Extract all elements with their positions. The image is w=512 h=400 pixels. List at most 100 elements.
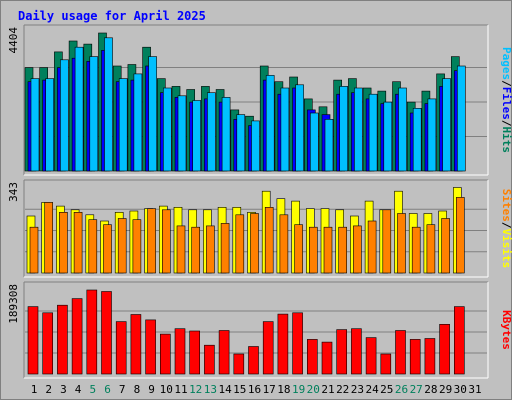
bar-kbytes-day-1 bbox=[27, 306, 39, 375]
bar-pages-day-18 bbox=[280, 87, 290, 172]
day-label-26: 26 bbox=[395, 383, 408, 396]
day-label-23: 23 bbox=[351, 383, 364, 396]
bar-sites-day-17 bbox=[264, 207, 274, 274]
bar-sites-day-18 bbox=[279, 214, 289, 274]
bar-sites-day-1 bbox=[29, 226, 39, 274]
bar-kbytes-day-26 bbox=[395, 330, 406, 375]
day-label-29: 29 bbox=[439, 383, 452, 396]
day-label-20: 20 bbox=[307, 383, 320, 396]
day-label-8: 8 bbox=[134, 383, 141, 396]
day-label-30: 30 bbox=[454, 383, 467, 396]
legend-hits: Hits bbox=[500, 127, 512, 154]
bar-sites-day-13 bbox=[206, 225, 215, 274]
bar-sites-day-3 bbox=[59, 212, 68, 274]
bar-kbytes-day-16 bbox=[248, 346, 259, 375]
bar-sites-day-9 bbox=[147, 208, 156, 274]
bar-pages-day-9 bbox=[148, 56, 157, 172]
legend-separator: / bbox=[500, 222, 512, 229]
bar-sites-day-15 bbox=[235, 214, 245, 274]
day-label-4: 4 bbox=[75, 383, 82, 396]
panel-visits-sites: 343 Sites/Visits bbox=[7, 179, 512, 278]
bar-pages-day-11 bbox=[177, 95, 187, 172]
bar-kbytes-day-22 bbox=[336, 329, 348, 375]
day-label-11: 11 bbox=[174, 383, 187, 396]
bar-sites-day-19 bbox=[294, 224, 303, 274]
legend-kbytes: KBytes bbox=[500, 310, 512, 350]
right-legend: Sites/Visits bbox=[500, 189, 512, 269]
bar-kbytes-day-21 bbox=[321, 341, 333, 375]
chart-title: Daily usage for April 2025 bbox=[18, 9, 206, 23]
bar-kbytes-day-15 bbox=[233, 353, 245, 375]
bar-sites-day-8 bbox=[132, 219, 142, 274]
bar-kbytes-day-10 bbox=[160, 333, 171, 375]
bar-kbytes-day-20 bbox=[306, 339, 318, 375]
bar-kbytes-day-12 bbox=[189, 330, 200, 375]
bar-sites-day-23 bbox=[353, 225, 362, 274]
day-label-16: 16 bbox=[248, 383, 261, 396]
bar-sites-day-25 bbox=[382, 209, 392, 274]
legend-files: Files bbox=[500, 87, 512, 120]
bar-kbytes-day-4 bbox=[71, 298, 83, 375]
bar-pages-day-22 bbox=[339, 86, 349, 172]
day-label-2: 2 bbox=[45, 383, 52, 396]
bar-sites-day-30 bbox=[455, 197, 465, 274]
bar-pages-day-28 bbox=[427, 98, 437, 172]
bar-sites-day-29 bbox=[441, 218, 450, 274]
bar-kbytes-day-25 bbox=[380, 353, 392, 375]
bar-sites-day-5 bbox=[88, 219, 98, 274]
day-label-9: 9 bbox=[148, 383, 155, 396]
bar-kbytes-day-3 bbox=[57, 304, 68, 375]
bar-pages-day-12 bbox=[192, 100, 201, 172]
bar-sites-day-11 bbox=[176, 225, 186, 274]
legend-separator: / bbox=[500, 120, 512, 127]
day-label-3: 3 bbox=[60, 383, 67, 396]
bar-pages-day-13 bbox=[207, 92, 216, 172]
bar-kbytes-day-24 bbox=[365, 337, 377, 375]
bar-kbytes-day-9 bbox=[145, 319, 156, 375]
bar-pages-day-15 bbox=[236, 114, 246, 172]
bar-pages-day-2 bbox=[45, 78, 55, 172]
bar-sites-day-10 bbox=[162, 209, 171, 274]
bar-sites-day-14 bbox=[220, 223, 230, 274]
legend-pages: Pages bbox=[500, 47, 512, 80]
day-label-19: 19 bbox=[292, 383, 305, 396]
bar-sites-day-16 bbox=[250, 213, 259, 274]
bar-sites-day-2 bbox=[44, 202, 54, 274]
right-legend: Pages/Files/Hits bbox=[500, 47, 512, 153]
bar-sites-day-28 bbox=[426, 224, 436, 274]
bar-sites-day-22 bbox=[338, 226, 348, 274]
bar-sites-day-4 bbox=[73, 212, 83, 274]
bar-pages-day-8 bbox=[133, 73, 143, 172]
bar-pages-day-27 bbox=[412, 108, 422, 172]
bar-pages-day-4 bbox=[74, 46, 84, 172]
bar-kbytes-day-2 bbox=[42, 312, 54, 375]
bar-sites-day-27 bbox=[411, 226, 421, 274]
bar-pages-day-25 bbox=[383, 101, 393, 172]
bar-pages-day-10 bbox=[163, 87, 172, 172]
day-label-10: 10 bbox=[160, 383, 173, 396]
bar-pages-day-19 bbox=[295, 84, 304, 172]
bar-kbytes-day-19 bbox=[292, 312, 303, 375]
bar-pages-day-30 bbox=[456, 65, 466, 172]
bar-pages-day-21 bbox=[324, 119, 334, 172]
bar-kbytes-day-17 bbox=[262, 321, 274, 375]
bar-pages-day-14 bbox=[221, 97, 231, 172]
bar-kbytes-day-23 bbox=[351, 328, 362, 375]
bar-kbytes-day-14 bbox=[218, 330, 230, 375]
right-legend: KBytes bbox=[500, 310, 512, 350]
day-label-17: 17 bbox=[263, 383, 276, 396]
bar-pages-day-16 bbox=[251, 120, 260, 172]
bar-kbytes-day-6 bbox=[101, 291, 112, 375]
bar-sites-day-6 bbox=[103, 224, 112, 274]
legend-sites: Sites bbox=[500, 189, 512, 222]
day-label-1: 1 bbox=[31, 383, 38, 396]
bar-kbytes-day-8 bbox=[130, 314, 142, 375]
day-label-24: 24 bbox=[365, 383, 379, 396]
day-label-12: 12 bbox=[189, 383, 202, 396]
bar-kbytes-day-18 bbox=[277, 313, 289, 375]
bar-sites-day-20 bbox=[308, 226, 318, 274]
day-label-15: 15 bbox=[233, 383, 246, 396]
bar-kbytes-day-28 bbox=[424, 338, 436, 375]
